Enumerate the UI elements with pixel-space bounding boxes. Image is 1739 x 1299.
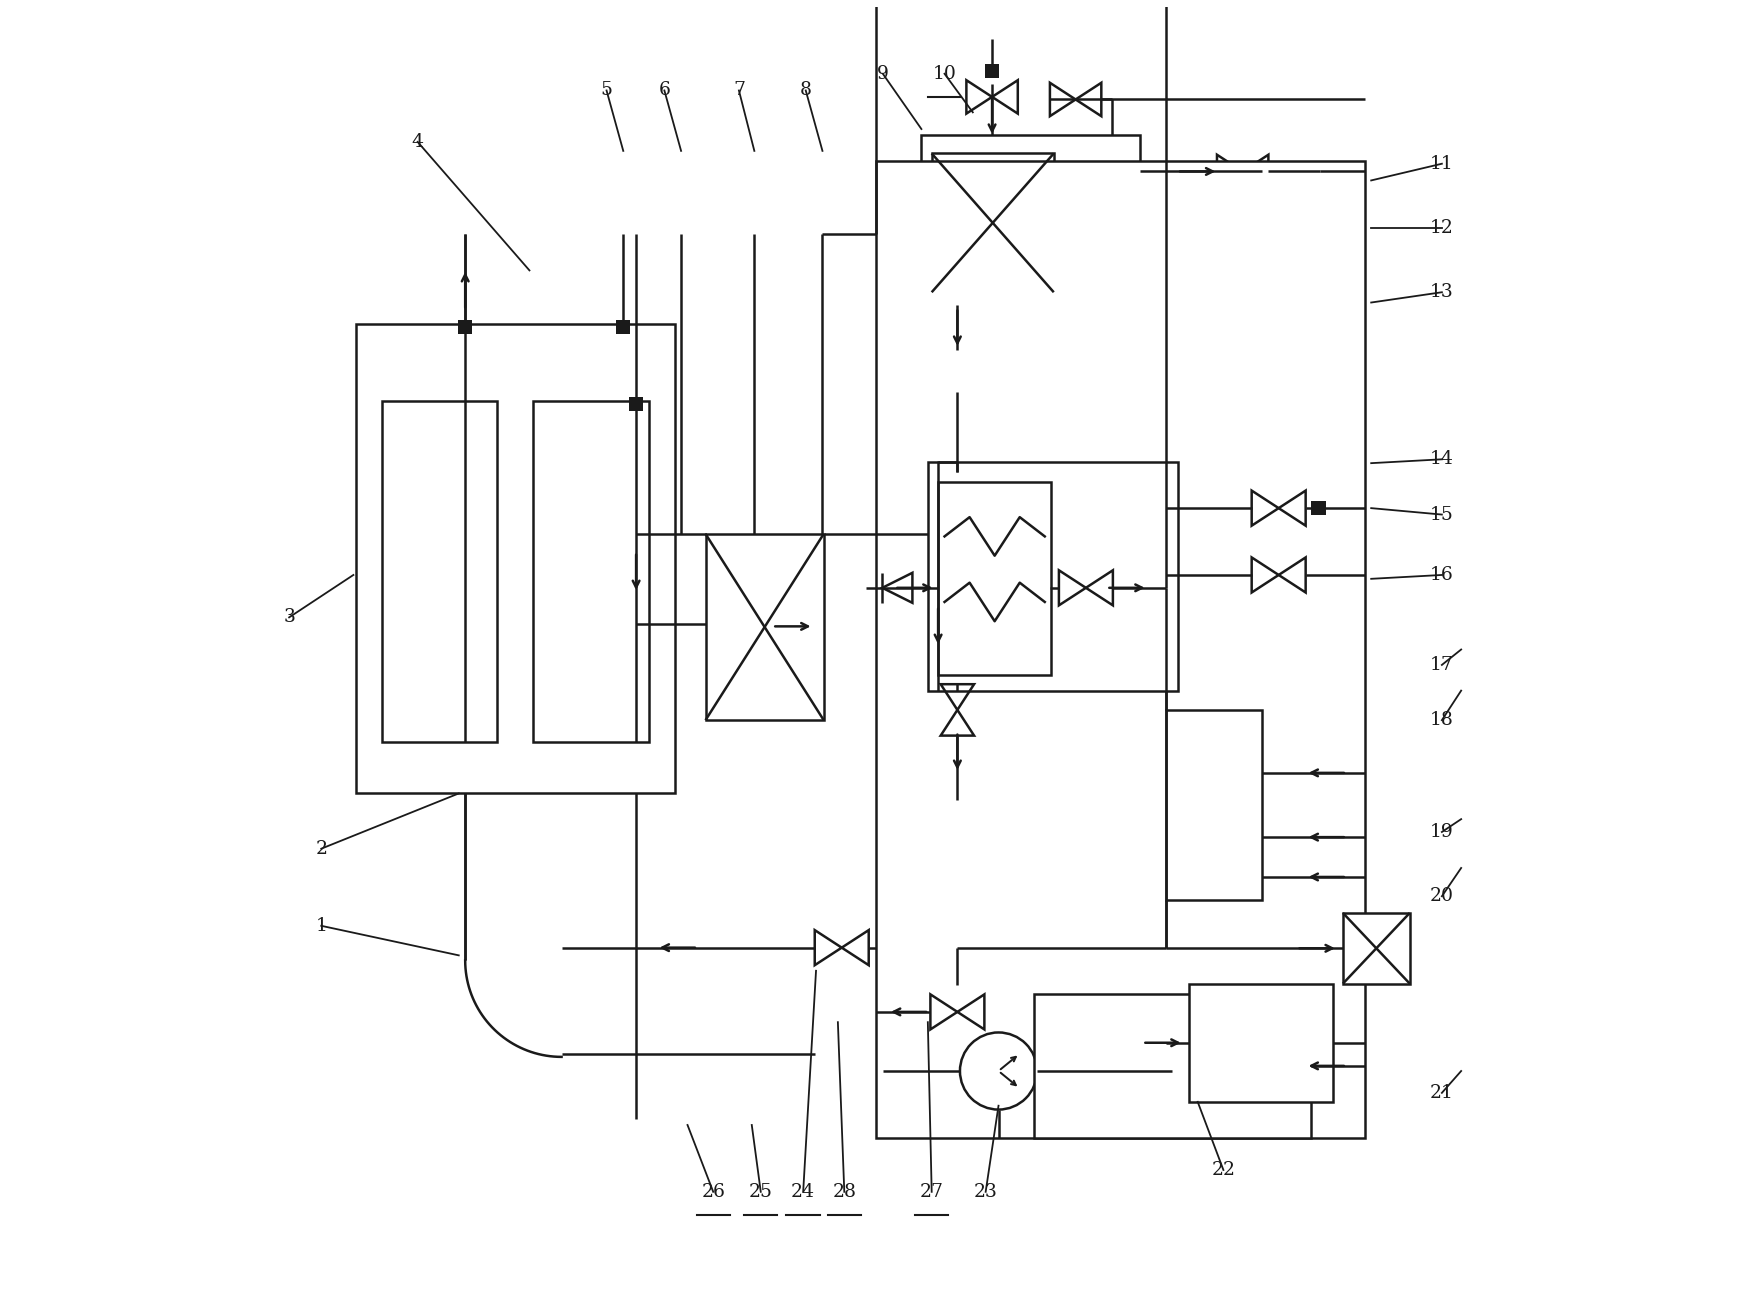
Text: 14: 14 xyxy=(1429,451,1454,469)
Text: 28: 28 xyxy=(831,1183,856,1200)
Bar xyxy=(927,462,1177,691)
Text: 27: 27 xyxy=(920,1183,943,1200)
Text: 1: 1 xyxy=(315,917,327,935)
Text: 23: 23 xyxy=(974,1183,996,1200)
Text: 7: 7 xyxy=(732,82,744,100)
Text: 15: 15 xyxy=(1429,505,1454,523)
Text: 2: 2 xyxy=(315,839,327,857)
Text: 21: 21 xyxy=(1429,1083,1454,1102)
Bar xyxy=(630,397,643,410)
Text: 9: 9 xyxy=(876,65,889,83)
Text: 13: 13 xyxy=(1429,283,1452,301)
Bar xyxy=(984,64,998,78)
Text: 20: 20 xyxy=(1429,887,1454,905)
Bar xyxy=(704,534,823,720)
Text: 16: 16 xyxy=(1429,566,1452,585)
Bar xyxy=(1311,501,1325,516)
Bar xyxy=(930,153,1054,292)
Text: 19: 19 xyxy=(1429,824,1452,840)
Bar xyxy=(1343,913,1409,983)
Bar xyxy=(381,401,497,742)
Text: 11: 11 xyxy=(1429,155,1452,173)
Text: 25: 25 xyxy=(748,1183,772,1200)
Text: 18: 18 xyxy=(1429,711,1454,729)
Bar xyxy=(1035,994,1309,1138)
Bar xyxy=(616,320,630,334)
Text: 8: 8 xyxy=(800,82,812,100)
Bar xyxy=(876,161,1363,1138)
Text: 24: 24 xyxy=(791,1183,814,1200)
Text: 10: 10 xyxy=(932,65,956,83)
Bar xyxy=(1188,983,1332,1102)
Text: 26: 26 xyxy=(701,1183,725,1200)
Bar xyxy=(922,135,1139,305)
Text: 3: 3 xyxy=(283,608,296,626)
Text: 5: 5 xyxy=(600,82,612,100)
Text: 4: 4 xyxy=(412,132,423,151)
Bar xyxy=(457,320,471,334)
Bar xyxy=(532,401,649,742)
Text: 17: 17 xyxy=(1429,656,1454,674)
Bar xyxy=(937,482,1050,675)
Bar xyxy=(356,325,675,794)
Bar xyxy=(1165,709,1261,900)
Text: 12: 12 xyxy=(1429,220,1454,236)
Text: 22: 22 xyxy=(1210,1161,1235,1179)
Text: 6: 6 xyxy=(657,82,670,100)
